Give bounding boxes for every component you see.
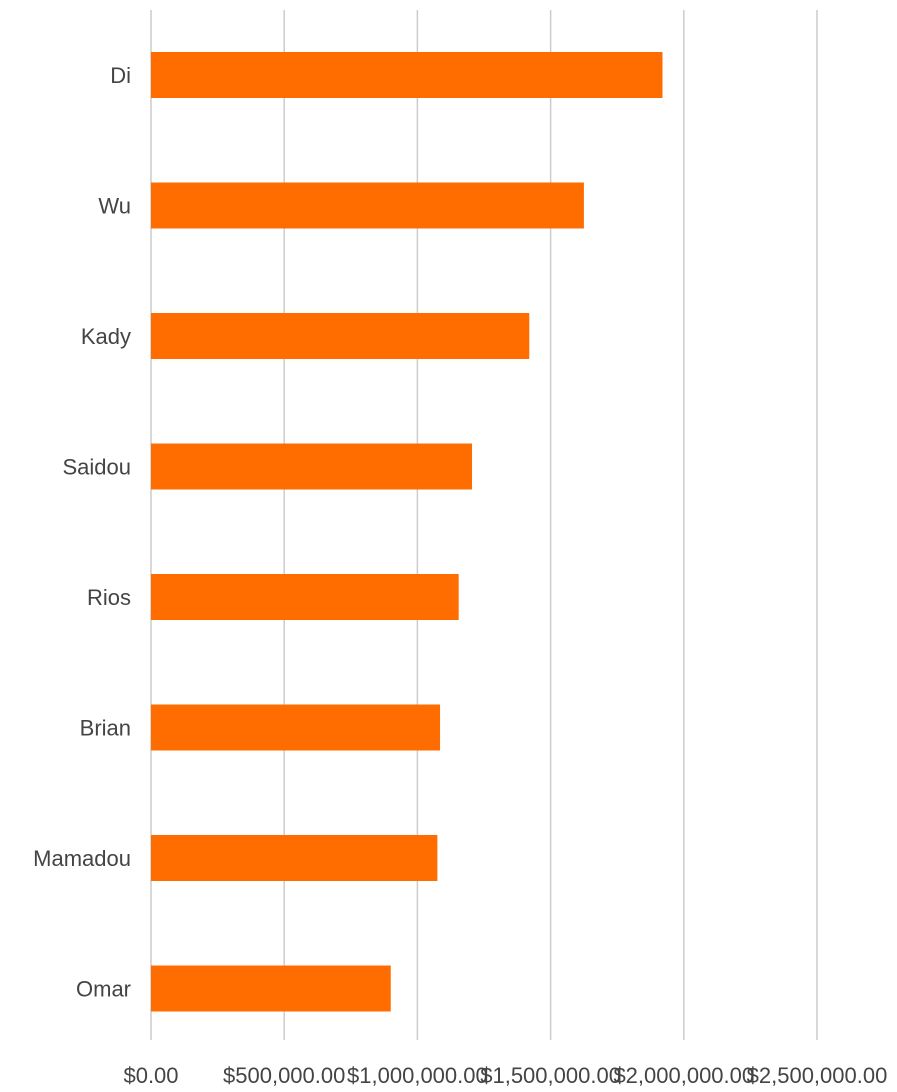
bar-saidou	[151, 443, 473, 490]
x-tick-label: $0.00	[123, 1063, 178, 1088]
category-label: Wu	[98, 194, 131, 219]
category-label: Omar	[76, 977, 131, 1002]
category-label: Mamadou	[33, 846, 131, 871]
x-tick-label: $2,500,000.00	[747, 1063, 888, 1088]
x-axis-tick-labels: $0.00 $500,000.00 $1,000,000.00$1,500,000.…	[123, 1063, 887, 1088]
x-tick-label: $500,000.00	[223, 1063, 345, 1088]
x-tick-label: $1,000,000.00	[347, 1063, 488, 1088]
category-label: Brian	[80, 716, 131, 741]
category-label: Rios	[87, 585, 131, 610]
category-label: Kady	[81, 324, 131, 349]
bar-mamadou	[151, 835, 438, 881]
bar-rios	[151, 574, 459, 620]
category-label: Di	[110, 63, 131, 88]
bar-omar	[151, 965, 391, 1012]
x-tick-label: $1,500,000.00	[480, 1063, 621, 1088]
category-labels: Di Wu Kady Saidou Rios Brian Mamadou Omar	[33, 63, 131, 1002]
bars	[151, 52, 663, 1012]
bar-wu	[151, 182, 584, 229]
bar-di	[151, 52, 663, 98]
x-tick-label: $2,000,000.00	[613, 1063, 754, 1088]
bar-brian	[151, 704, 441, 751]
category-label: Saidou	[62, 455, 131, 480]
gridlines	[150, 10, 818, 1040]
bar-kady	[151, 313, 530, 359]
